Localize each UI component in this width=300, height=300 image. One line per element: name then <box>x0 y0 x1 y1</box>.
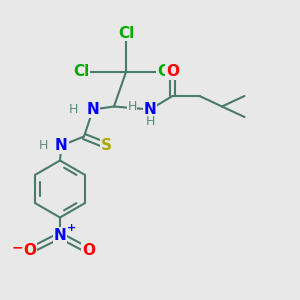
Text: S: S <box>101 138 112 153</box>
Text: Cl: Cl <box>118 26 134 40</box>
Text: Cl: Cl <box>73 64 89 80</box>
Text: O: O <box>82 243 95 258</box>
Text: H: H <box>39 139 48 152</box>
Text: N: N <box>54 228 66 243</box>
Text: +: + <box>67 223 76 233</box>
Text: N: N <box>144 102 156 117</box>
Text: N: N <box>55 138 68 153</box>
Text: Cl: Cl <box>157 64 173 80</box>
Text: H: H <box>69 103 78 116</box>
Text: H: H <box>127 100 137 113</box>
Text: O: O <box>166 64 179 80</box>
Text: O: O <box>23 243 37 258</box>
Text: −: − <box>12 240 23 254</box>
Text: H: H <box>145 115 155 128</box>
Text: N: N <box>87 102 99 117</box>
